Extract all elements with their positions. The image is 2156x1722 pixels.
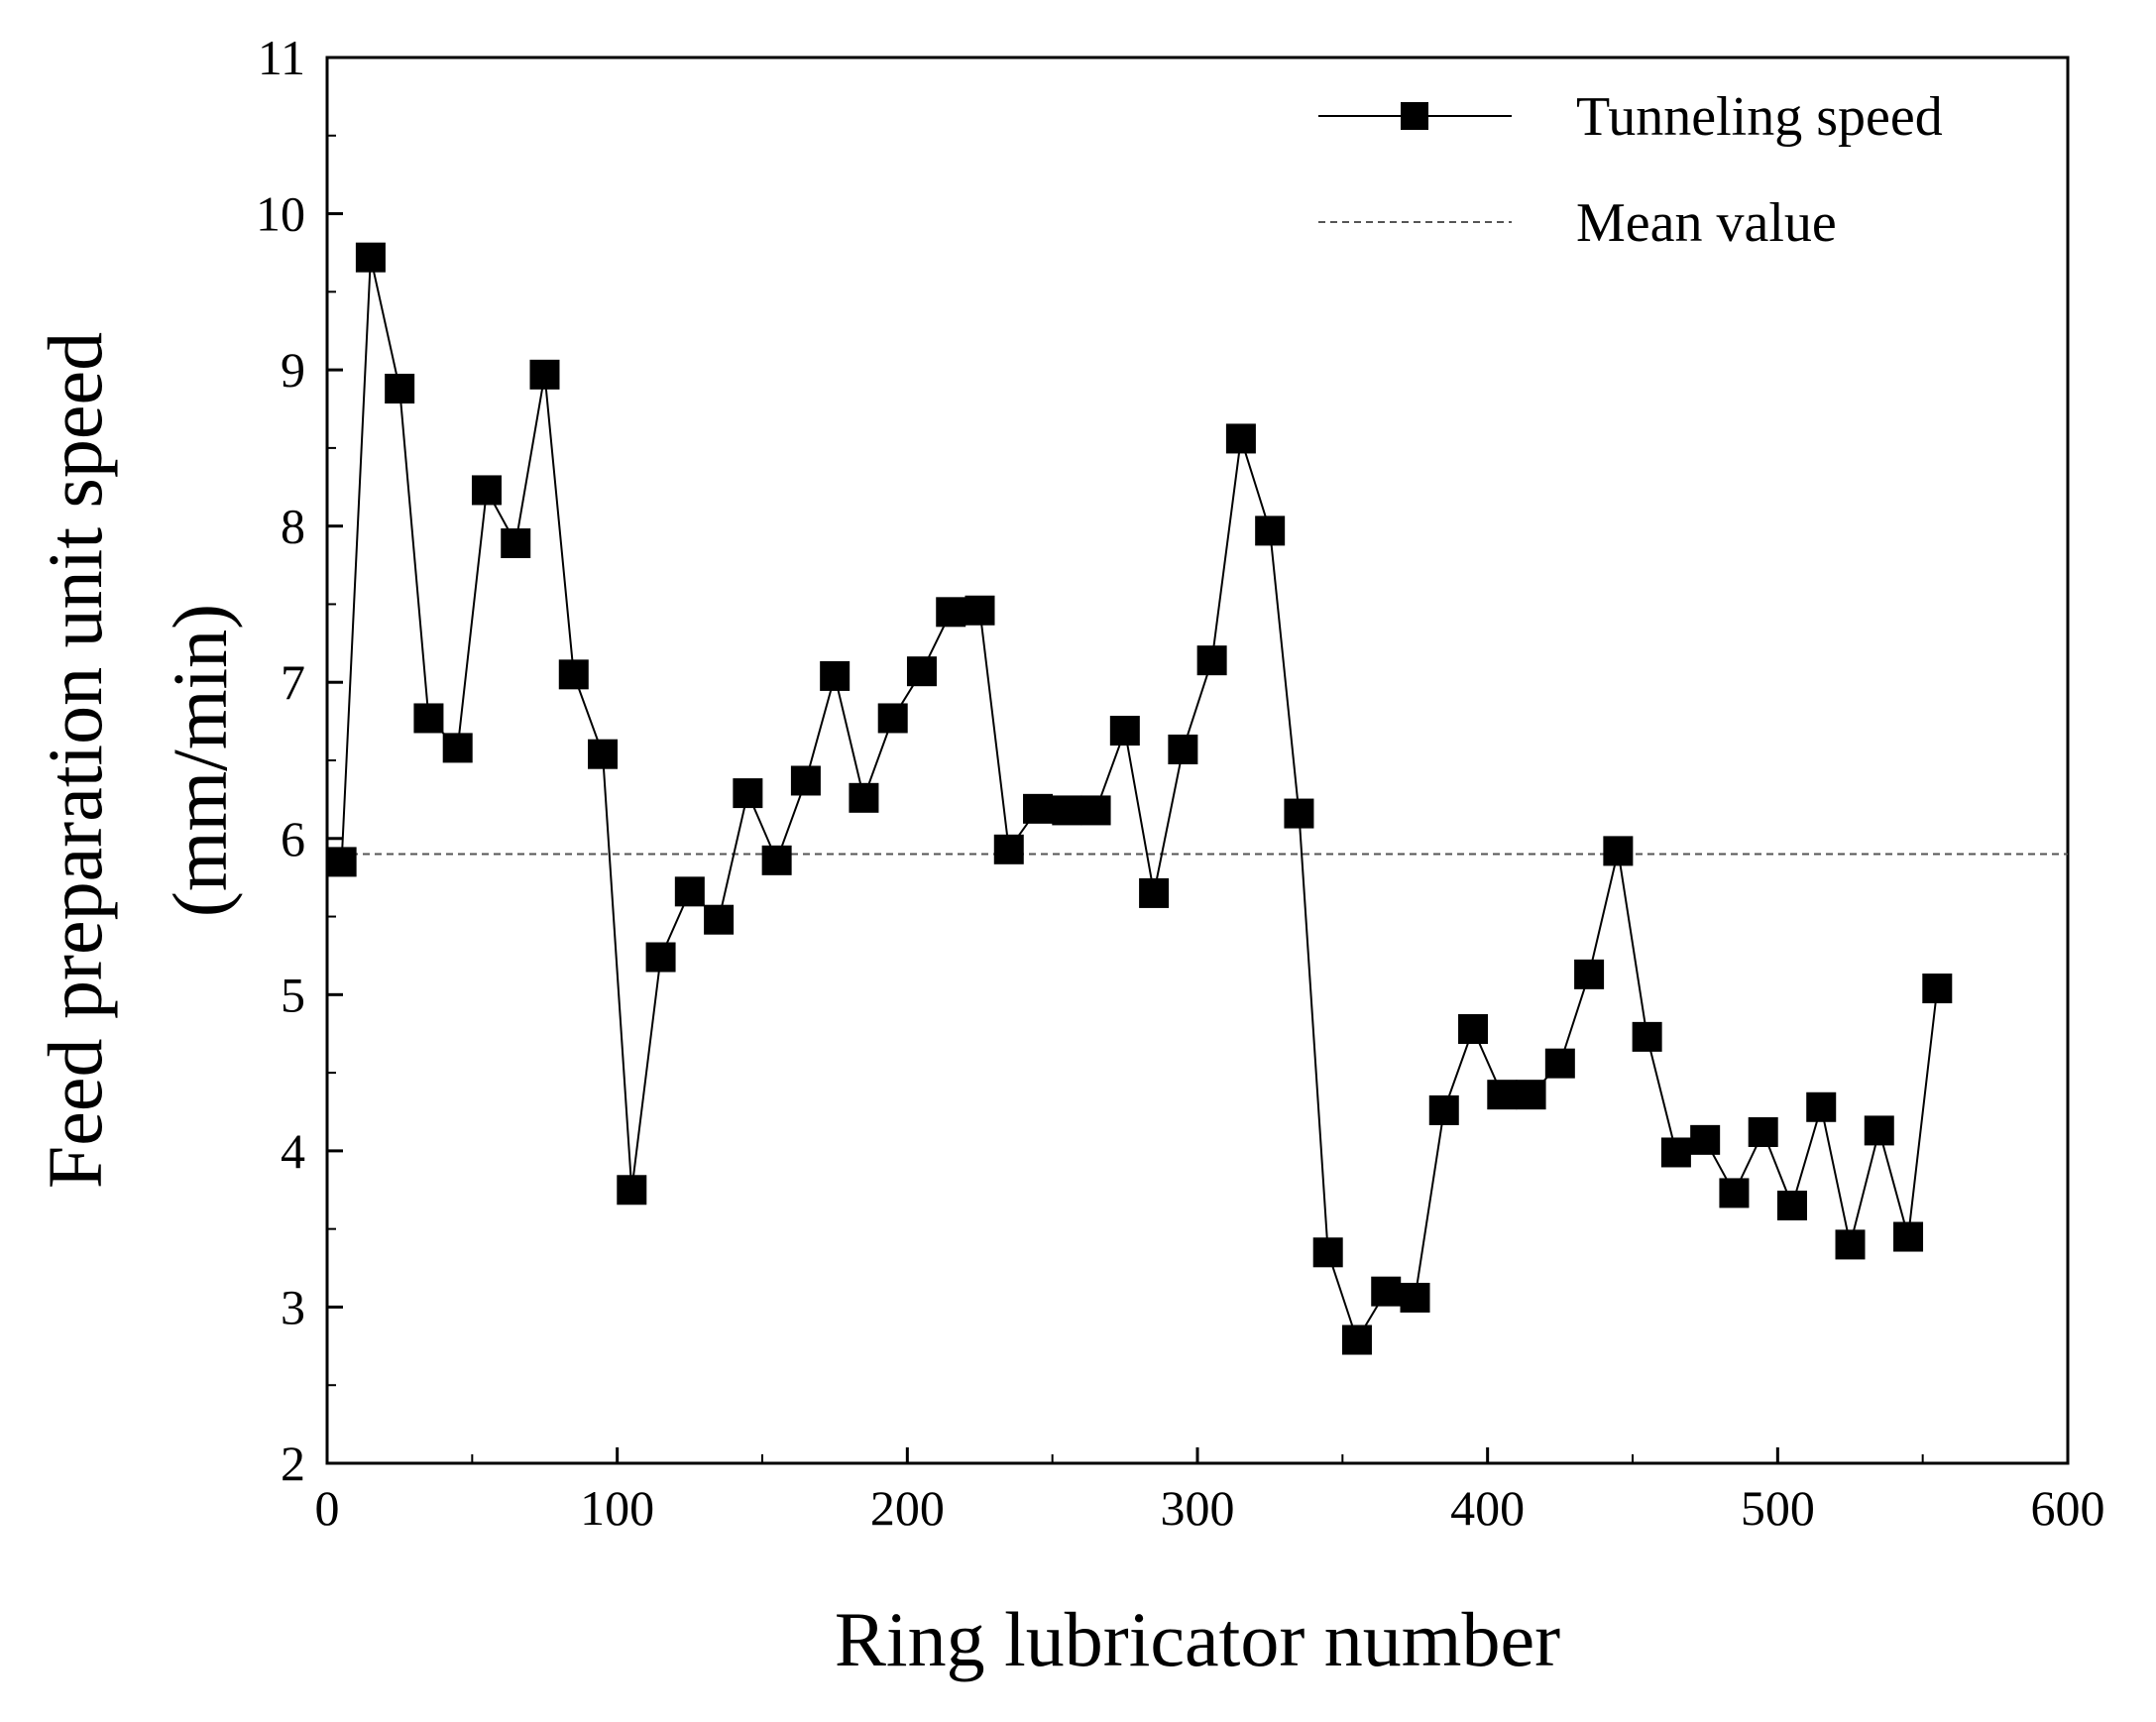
data-point-marker (501, 527, 531, 558)
data-point-marker (1312, 1237, 1343, 1268)
data-point-marker (674, 876, 705, 907)
data-point-marker (1284, 798, 1314, 829)
data-point-marker (820, 660, 851, 691)
x-tick-label: 100 (580, 1480, 654, 1536)
data-point-marker (385, 374, 415, 404)
data-point-marker (1023, 793, 1054, 824)
data-point-marker (529, 359, 560, 390)
data-point-marker (1922, 974, 1953, 1004)
data-point-marker (936, 597, 966, 628)
data-point-marker (733, 778, 763, 809)
y-tick-label: 10 (256, 186, 305, 242)
y-tick-label: 8 (281, 499, 305, 554)
data-point-marker (645, 942, 676, 973)
data-point-marker (1168, 734, 1198, 764)
data-point-marker (1225, 423, 1256, 454)
data-point-marker (1052, 795, 1082, 826)
y-tick-label: 3 (281, 1279, 305, 1334)
y-tick-label: 9 (281, 342, 305, 398)
data-point-marker (1835, 1229, 1866, 1260)
data-point-marker (1400, 1282, 1430, 1313)
x-tick-label: 0 (315, 1480, 340, 1536)
data-point-marker (1080, 795, 1111, 826)
data-point-marker (790, 765, 821, 796)
data-point-marker (1341, 1324, 1372, 1355)
data-point-marker (1776, 1191, 1807, 1221)
legend: Tunneling speed Mean value (1318, 86, 1943, 254)
y-axis-title-line1: Feed preparation unit speed (32, 332, 118, 1189)
x-tick-label: 400 (1450, 1480, 1525, 1536)
y-tick-label: 7 (281, 654, 305, 710)
tunneling-speed-markers (326, 242, 1953, 1355)
data-point-marker (1458, 1013, 1489, 1044)
data-point-marker (1893, 1221, 1924, 1252)
legend-tunneling-label: Tunneling speed (1576, 86, 1943, 148)
x-tick-label: 500 (1741, 1480, 1815, 1536)
x-axis-title: Ring lubricator number (835, 1596, 1560, 1682)
data-point-marker (558, 659, 589, 690)
x-tick-label: 600 (2031, 1480, 2105, 1536)
data-point-marker (1806, 1091, 1837, 1122)
data-point-marker (1574, 959, 1605, 989)
tunneling-speed-line (340, 257, 1939, 1342)
data-point-marker (1428, 1094, 1459, 1125)
data-point-marker (1255, 516, 1286, 546)
data-point-marker (1371, 1276, 1402, 1307)
data-point-marker (1632, 1021, 1662, 1052)
y-tick-label: 4 (281, 1123, 305, 1179)
data-point-marker (906, 656, 937, 687)
legend-mean-label: Mean value (1576, 192, 1837, 254)
data-point-marker (1109, 716, 1140, 746)
data-point-marker (1516, 1080, 1546, 1110)
data-point-marker (471, 475, 502, 506)
data-point-marker (704, 904, 735, 935)
data-point-marker (1748, 1116, 1778, 1147)
data-point-marker (617, 1175, 647, 1205)
data-point-marker (993, 834, 1024, 864)
data-point-marker (877, 703, 908, 734)
x-tick-label: 300 (1161, 1480, 1235, 1536)
data-point-marker (442, 733, 473, 763)
data-point-marker (355, 242, 386, 273)
x-axis-ticks: 0 100 200 300 400 500 600 (315, 1447, 2105, 1536)
data-point-marker (1487, 1080, 1518, 1110)
y-tick-label: 2 (281, 1435, 305, 1491)
legend-tunneling-marker (1401, 102, 1428, 130)
data-point-marker (761, 845, 792, 875)
y-axis-ticks: 2 3 4 5 6 7 8 9 10 11 (256, 30, 343, 1491)
data-point-marker (1690, 1124, 1721, 1155)
data-point-marker (1544, 1048, 1575, 1079)
data-point-marker (413, 703, 444, 734)
data-point-marker (965, 595, 995, 626)
data-point-marker (588, 739, 619, 769)
data-point-marker (1196, 645, 1227, 676)
data-point-marker (1864, 1115, 1894, 1146)
y-axis-title-line2: (mm/min) (157, 604, 243, 917)
x-tick-label: 200 (870, 1480, 945, 1536)
data-point-marker (1603, 836, 1634, 866)
y-tick-label: 11 (258, 30, 305, 85)
data-point-marker (849, 782, 879, 813)
data-point-marker (1660, 1137, 1691, 1168)
data-point-marker (326, 847, 357, 877)
y-tick-label: 5 (281, 967, 305, 1022)
data-point-marker (1719, 1178, 1750, 1208)
data-point-marker (1139, 877, 1170, 908)
y-tick-label: 6 (281, 811, 305, 866)
